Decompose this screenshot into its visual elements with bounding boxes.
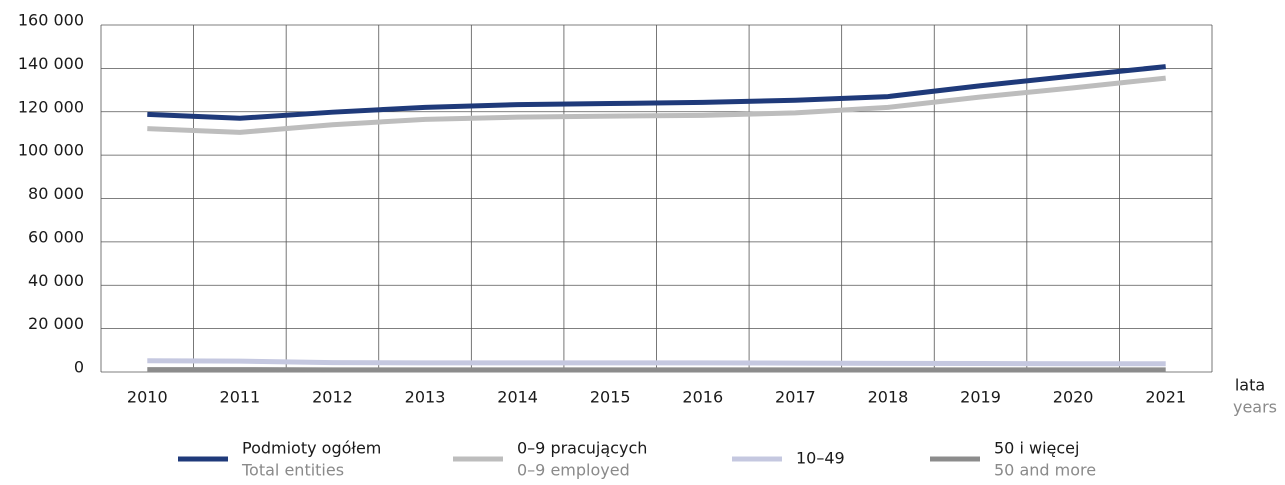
x-tick-label: 2014 — [497, 388, 538, 407]
legend-label: 50 i więcej — [994, 439, 1079, 458]
x-tick-label: 2015 — [590, 388, 631, 407]
legend-label: Podmioty ogółem — [242, 439, 381, 458]
x-tick-label: 2019 — [960, 388, 1001, 407]
y-tick-label: 60 000 — [28, 227, 84, 246]
y-tick-label: 140 000 — [18, 54, 84, 73]
series-line — [147, 64, 1166, 121]
series-line — [147, 75, 1166, 135]
x-tick-label: 2011 — [220, 388, 261, 407]
x-axis-label-en: years — [1233, 398, 1277, 417]
y-tick-label: 120 000 — [18, 97, 84, 116]
x-tick-label: 2010 — [127, 388, 168, 407]
legend-label-en: 50 and more — [994, 461, 1096, 480]
legend-label: 0–9 pracujących — [517, 439, 647, 458]
legend-label-en: 0–9 employed — [517, 461, 630, 480]
y-tick-label: 160 000 — [18, 11, 84, 30]
series-line — [147, 358, 1166, 367]
x-axis-label: lata — [1235, 376, 1265, 395]
x-tick-label: 2012 — [312, 388, 353, 407]
x-tick-label: 2016 — [682, 388, 723, 407]
y-tick-label: 100 000 — [18, 141, 84, 160]
y-tick-label: 40 000 — [28, 271, 84, 290]
legend-label-en: Total entities — [241, 461, 344, 480]
x-tick-label: 2021 — [1145, 388, 1186, 407]
y-tick-label: 80 000 — [28, 184, 84, 203]
y-tick-label: 20 000 — [28, 314, 84, 333]
legend-label: 10–49 — [796, 449, 845, 468]
x-tick-label: 2020 — [1053, 388, 1094, 407]
x-tick-label: 2017 — [775, 388, 816, 407]
x-tick-label: 2013 — [405, 388, 446, 407]
y-tick-label: 0 — [74, 358, 84, 377]
x-tick-label: 2018 — [868, 388, 909, 407]
